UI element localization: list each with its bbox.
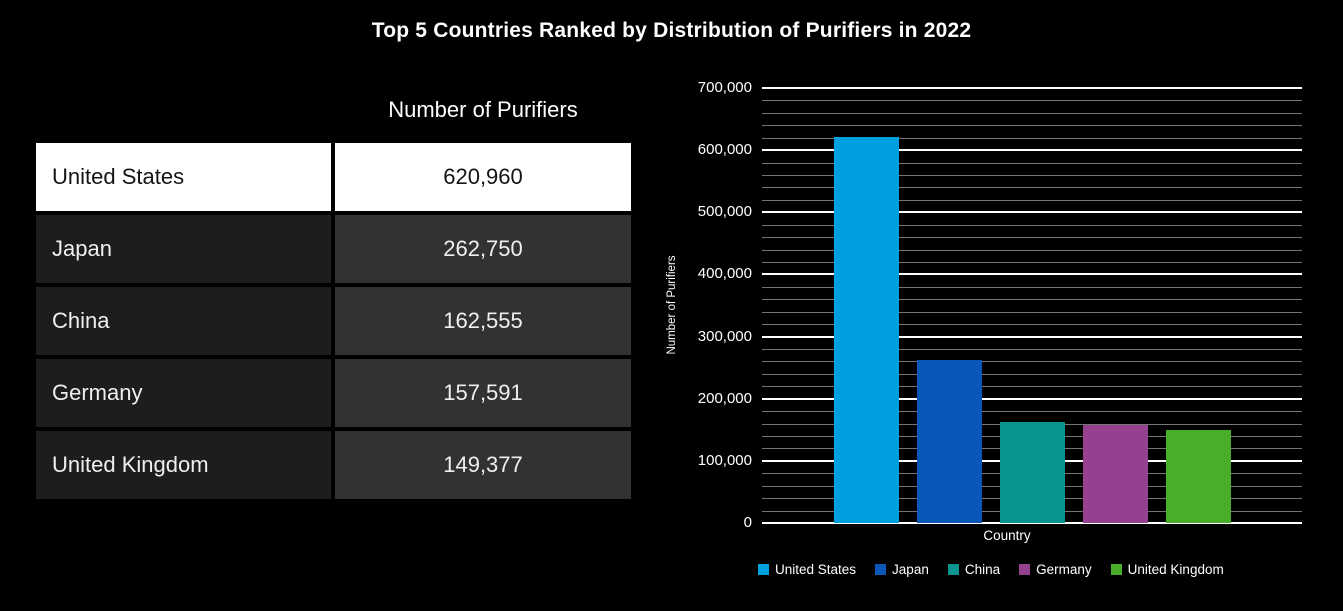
- table-row-japan: Japan 262,750: [36, 215, 631, 283]
- legend-item-japan: Japan: [875, 562, 929, 577]
- x-axis-title: Country: [983, 528, 1031, 543]
- gridline-minor: [762, 249, 1302, 251]
- y-tick-label: 0: [743, 514, 752, 531]
- gridline-minor: [762, 286, 1302, 288]
- plot-area: [762, 87, 1302, 524]
- gridline-minor: [762, 112, 1302, 114]
- value-cell: 620,960: [335, 143, 631, 211]
- legend-swatch-icon: [758, 564, 769, 575]
- y-tick-label: 700,000: [697, 79, 752, 96]
- gridline-minor: [762, 125, 1302, 127]
- gridline-minor: [762, 386, 1302, 388]
- y-tick-label: 300,000: [697, 327, 752, 345]
- legend-label: United Kingdom: [1127, 562, 1224, 577]
- bar-china: [999, 421, 1065, 523]
- country-cell: China: [36, 287, 331, 355]
- legend-label: China: [964, 562, 1001, 577]
- legend-item-germany: Germany: [1019, 562, 1092, 577]
- legend-swatch-icon: [1019, 564, 1031, 575]
- legend-swatch-icon: [1110, 564, 1122, 575]
- table-row-germany: Germany 157,591: [36, 359, 631, 427]
- country-cell: United States: [36, 143, 331, 211]
- table-row-united-states: United States 620,960: [36, 143, 631, 211]
- gridline-minor: [762, 299, 1302, 301]
- legend-item-china: China: [947, 562, 1001, 577]
- gridline-major: [762, 87, 1302, 89]
- legend-swatch-icon: [947, 564, 959, 575]
- country-cell: Germany: [36, 359, 331, 427]
- gridline-minor: [762, 224, 1302, 226]
- chart-legend: United States Japan China Germany United Kin…: [758, 562, 1224, 577]
- table-row-china: China 162,555: [36, 287, 631, 355]
- gridline-major: [762, 335, 1302, 338]
- gridline-minor: [762, 187, 1302, 189]
- bar-united-states: [833, 137, 899, 523]
- gridline-minor: [762, 311, 1302, 313]
- country-cell: Japan: [36, 215, 331, 283]
- gridline-minor: [762, 162, 1302, 164]
- gridline-minor: [762, 349, 1302, 350]
- y-tick-label: 600,000: [697, 141, 752, 159]
- legend-label: Japan: [892, 562, 929, 577]
- page-title: Top 5 Countries Ranked by Distribution o…: [371, 19, 972, 42]
- value-cell: 157,591: [335, 359, 631, 427]
- gridline-minor: [762, 361, 1302, 363]
- value-cell: 149,377: [335, 431, 631, 499]
- gridline-minor: [762, 137, 1302, 139]
- gridline-minor: [762, 237, 1302, 239]
- country-column-header: [36, 88, 331, 143]
- legend-item-united-kingdom: United Kingdom: [1110, 562, 1224, 577]
- y-axis-tick-labels: 0 100,000 200,000 300,000 400,000 500,000 600,…: [602, 79, 752, 531]
- gridline-major: [762, 149, 1302, 152]
- gridline-major: [762, 211, 1302, 214]
- legend-swatch-icon: [875, 564, 887, 575]
- gridline-minor: [762, 373, 1302, 375]
- legend-item-united-states: United States: [758, 562, 856, 577]
- y-tick-label: 200,000: [697, 389, 752, 407]
- value-cell: 262,750: [335, 215, 631, 283]
- gridline-major: [762, 522, 1302, 524]
- gridline-major: [762, 397, 1302, 400]
- y-tick-label: 400,000: [697, 265, 752, 283]
- value-cell: 162,555: [335, 287, 631, 355]
- country-cell: United Kingdom: [36, 431, 331, 499]
- gridline-minor: [762, 411, 1302, 413]
- legend-label: United States: [775, 562, 857, 577]
- table-header-row: Number of Purifiers: [36, 88, 631, 143]
- bar-japan: [916, 359, 982, 523]
- gridline-minor: [762, 199, 1302, 201]
- gridline-minor: [762, 262, 1302, 263]
- data-table: Number of Purifiers United States 620,960…: [36, 88, 631, 503]
- value-column-header: Number of Purifiers: [388, 97, 578, 122]
- gridline-minor: [762, 175, 1302, 176]
- y-tick-label: 500,000: [697, 203, 752, 221]
- bar-germany: [1082, 425, 1148, 523]
- bar-series: [762, 88, 1302, 523]
- table-row-united-kingdom: United Kingdom 149,377: [36, 431, 631, 499]
- table-body: United States 620,960 Japan 262,750 China 162…: [36, 143, 631, 499]
- gridline-minor: [762, 100, 1302, 102]
- legend-label: Germany: [1036, 562, 1092, 577]
- y-tick-label: 100,000: [697, 451, 752, 469]
- bar-united-kingdom: [1165, 430, 1231, 523]
- gridline-major: [762, 273, 1302, 276]
- gridline-minor: [762, 324, 1302, 326]
